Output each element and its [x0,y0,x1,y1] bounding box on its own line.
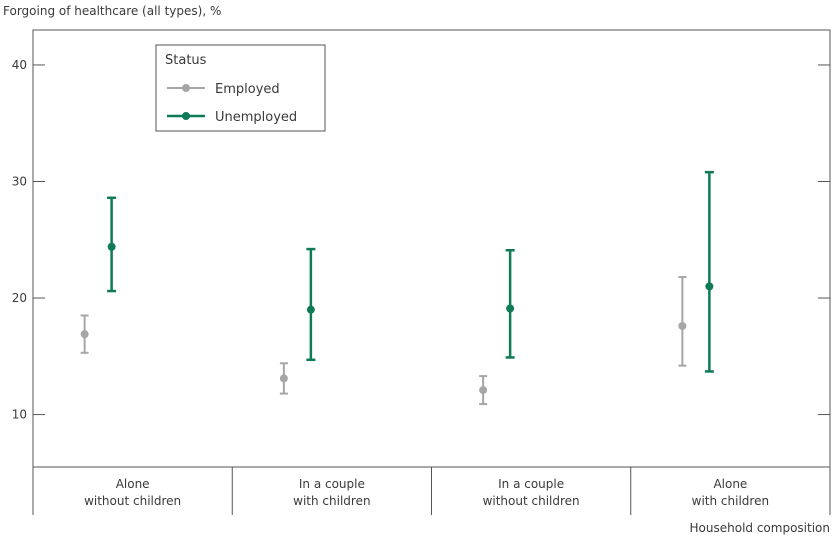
errorbar-employed [479,375,488,406]
data-point [279,374,288,383]
data-point [506,304,515,313]
errorbar-employed [80,314,89,354]
legend-title: Status [165,53,207,68]
category-label: Alone [713,477,747,491]
category-label: In a couple [498,477,564,491]
errorbar-unemployed [704,170,714,373]
errorbar-unemployed [306,247,316,362]
data-point [80,330,89,339]
y-tick-label: 10 [12,408,27,422]
legend-label: Employed [215,82,280,97]
legend-label: Unemployed [215,110,297,125]
y-tick-label: 20 [12,291,27,305]
category-label: with children [692,494,769,508]
data-point [678,321,687,330]
data-point [705,282,714,291]
category-label: In a couple [299,477,365,491]
legend-swatch-marker [182,84,190,92]
errorbar-employed [279,362,288,395]
data-point [479,386,488,395]
category-label: Alone [116,477,150,491]
legend-swatch-marker [182,112,190,120]
x-axis-label: Household composition [690,521,830,535]
y-tick-label: 30 [12,174,27,188]
y-axis-label: Forgoing of healthcare (all types), % [3,4,221,18]
errorbar-unemployed [107,196,117,293]
y-tick-label: 40 [12,58,27,72]
data-point [306,305,315,314]
category-label: without children [483,494,580,508]
category-label: with children [293,494,370,508]
category-label: without children [84,494,181,508]
data-point [107,242,116,251]
errorbar-employed [678,276,687,367]
errorbar-unemployed [505,248,515,359]
